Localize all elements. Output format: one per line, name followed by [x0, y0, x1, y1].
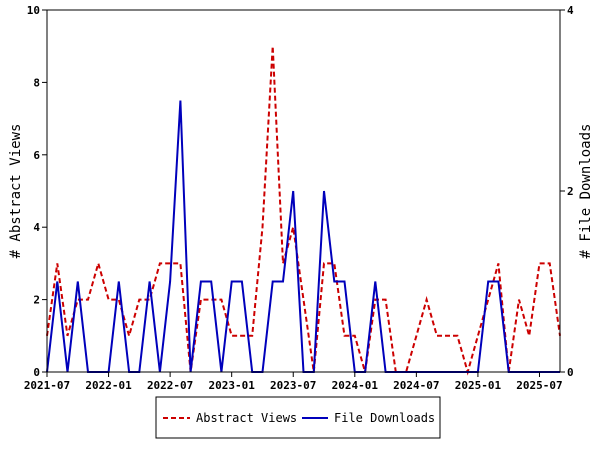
x-tick-label: 2024-01	[332, 379, 379, 392]
x-tick-label: 2023-07	[270, 379, 316, 392]
x-tick-label: 2021-07	[24, 379, 70, 392]
y-right-tick-label: 2	[567, 185, 574, 198]
x-tick-label: 2022-07	[147, 379, 193, 392]
legend-label-file-downloads: File Downloads	[334, 411, 435, 425]
y-left-tick-label: 0	[33, 366, 40, 379]
y-right-tick-label: 0	[567, 366, 574, 379]
axes-layer: 0 2 4 6 8 10 0 2 4 2021-07 2022-01 2022-07 2023-01 20…	[24, 4, 574, 392]
x-tick-label: 2024-07	[393, 379, 439, 392]
y-left-tick-label: 4	[33, 221, 40, 234]
x-tick-label: 2025-07	[516, 379, 562, 392]
y-axis-left-title: # Abstract Views	[8, 124, 24, 259]
y-left-tick-label: 6	[33, 149, 40, 162]
legend-box	[155, 396, 441, 439]
x-tick-label: 2022-01	[85, 379, 132, 392]
series-layer	[46, 46, 561, 376]
series-line-file-downloads	[46, 100, 560, 373]
y-left-tick-label: 10	[27, 4, 40, 17]
series-line-abstract-views	[46, 46, 561, 376]
x-tick-label: 2023-01	[209, 379, 256, 392]
y-left-tick-label: 8	[33, 76, 40, 89]
y-axis-right-title: # File Downloads	[578, 124, 594, 259]
y-left-tick-label: 2	[33, 294, 40, 307]
legend-label-abstract-views: Abstract Views	[196, 411, 297, 425]
legend: Abstract Views File Downloads	[155, 396, 441, 439]
x-tick-label: 2025-01	[455, 379, 502, 392]
y-right-tick-label: 4	[567, 4, 574, 17]
